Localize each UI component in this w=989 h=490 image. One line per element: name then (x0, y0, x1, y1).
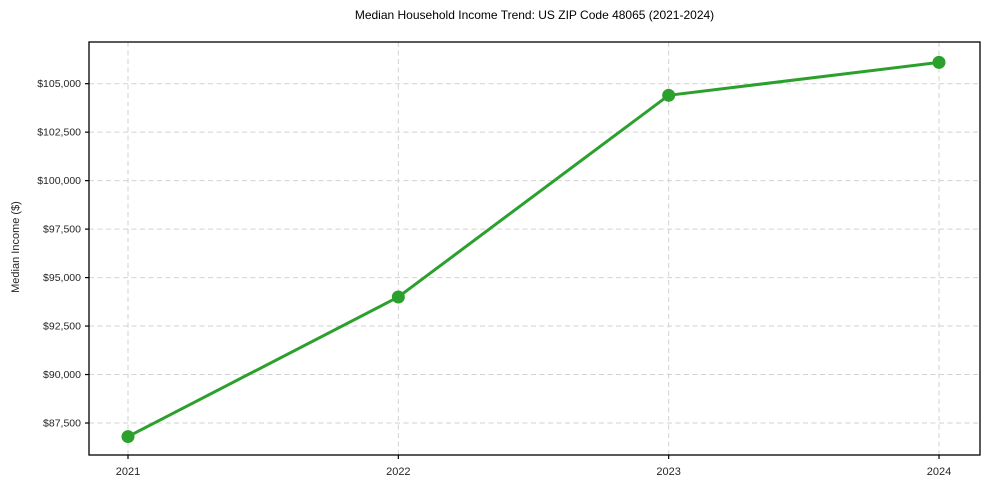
y-tick-label: $102,500 (37, 127, 81, 139)
data-point-marker (391, 290, 405, 304)
x-tick-label: 2022 (386, 466, 410, 478)
y-tick-label: $95,000 (43, 272, 81, 284)
trend-line (126, 60, 941, 439)
data-point-marker (662, 88, 676, 102)
y-tick-label: $105,000 (37, 78, 81, 90)
y-tick-label: $100,000 (37, 175, 81, 187)
data-point-marker (932, 55, 946, 69)
chart-title: Median Household Income Trend: US ZIP Co… (354, 8, 715, 22)
x-tick-label: 2024 (927, 466, 951, 478)
y-tick-label: $97,500 (43, 224, 81, 236)
plot-border (88, 41, 981, 456)
data-point-marker (121, 430, 135, 444)
x-tick-label: 2021 (116, 466, 140, 478)
y-tick-label: $90,000 (43, 369, 81, 381)
y-tick-label: $87,500 (43, 418, 81, 430)
y-tick-label: $92,500 (43, 321, 81, 333)
x-tick-label: 2023 (656, 466, 680, 478)
